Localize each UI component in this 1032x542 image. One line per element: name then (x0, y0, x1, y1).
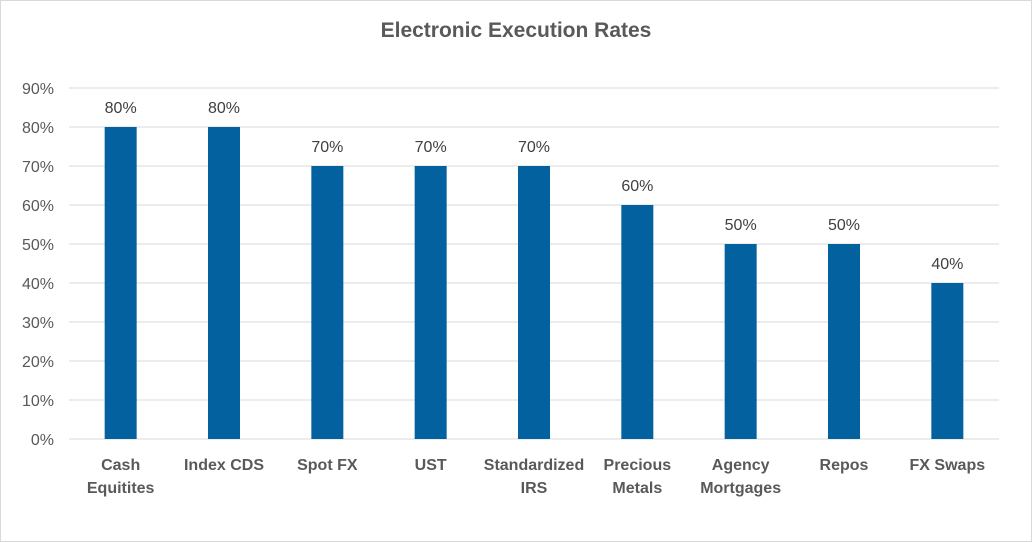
data-label: 40% (931, 256, 963, 273)
y-tick-label: 50% (22, 237, 54, 254)
chart-title: Electronic Execution Rates (380, 19, 652, 42)
y-tick-label: 10% (22, 393, 54, 410)
category-label: Precious Metals (604, 457, 672, 497)
category-label: Spot FX (297, 457, 358, 474)
y-tick-label: 20% (22, 354, 54, 371)
y-tick-label: 90% (22, 81, 54, 98)
category-label: Cash Equitites (87, 457, 155, 497)
bar (828, 244, 860, 439)
bar (931, 283, 964, 439)
y-tick-label: 80% (22, 120, 54, 137)
data-label: 50% (828, 217, 860, 234)
data-label: 70% (415, 139, 447, 156)
bar (621, 205, 654, 439)
category-label: Standardized IRS (484, 457, 584, 497)
bar (724, 244, 757, 439)
y-tick-label: 0% (31, 432, 54, 449)
data-label: 80% (105, 100, 137, 117)
y-tick-label: 40% (22, 276, 54, 293)
data-label: 60% (621, 178, 653, 195)
data-label: 80% (208, 100, 240, 117)
category-label: FX Swaps (910, 457, 986, 474)
y-tick-label: 70% (22, 159, 54, 176)
bar (104, 127, 137, 439)
bar (311, 166, 344, 439)
bar (208, 127, 240, 439)
category-label: Repos (820, 457, 869, 474)
bar (518, 166, 550, 439)
y-tick-label: 30% (22, 315, 54, 332)
bar (414, 166, 447, 439)
category-label: Index CDS (184, 457, 264, 474)
data-label: 70% (518, 139, 550, 156)
data-label: 50% (725, 217, 757, 234)
data-label: 70% (311, 139, 343, 156)
category-label: UST (415, 457, 447, 474)
y-tick-label: 60% (22, 198, 54, 215)
category-label: Agency Mortgages (700, 457, 781, 497)
